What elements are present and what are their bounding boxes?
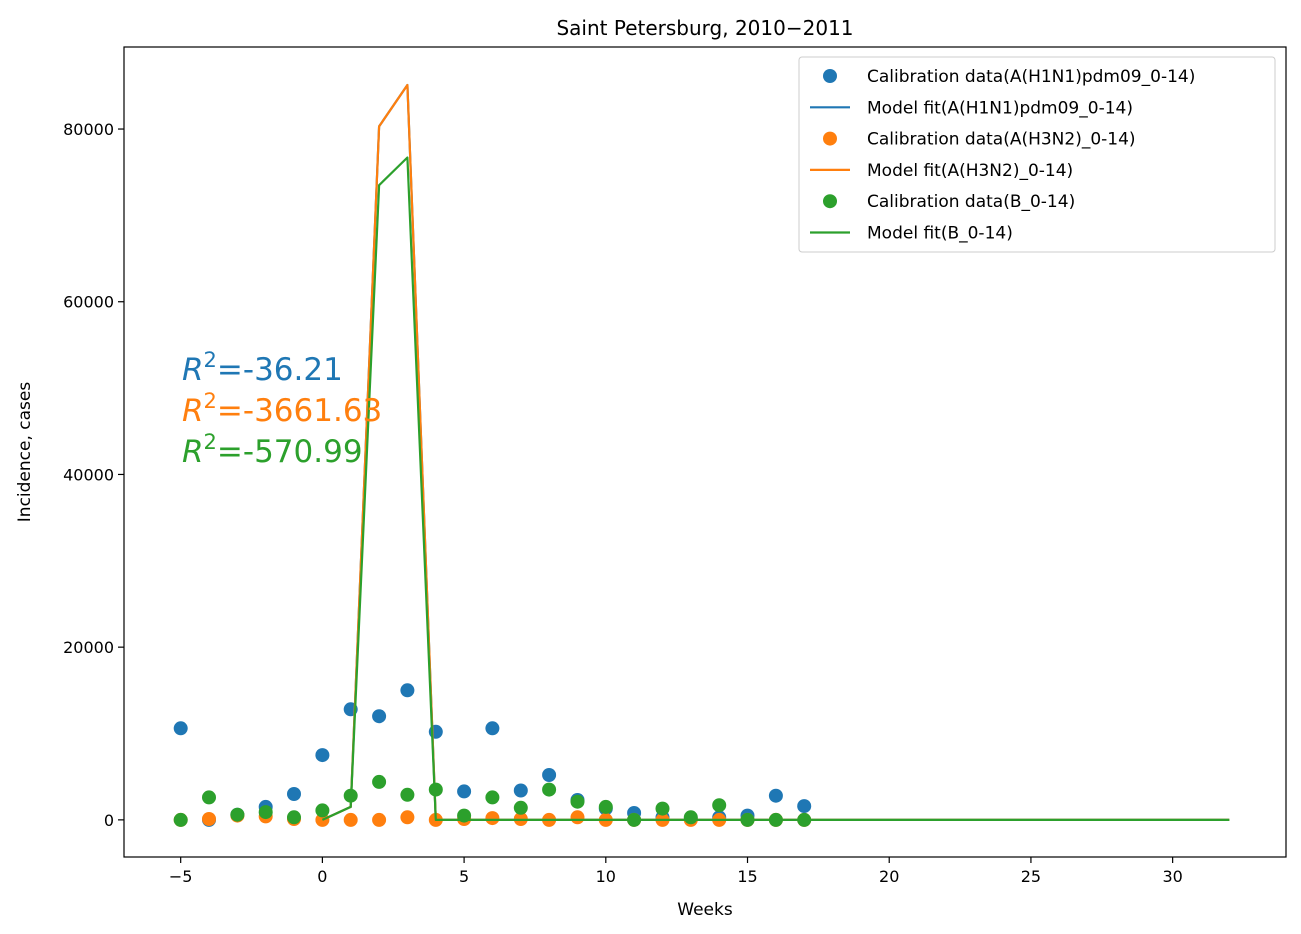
data-point	[287, 787, 301, 801]
chart-title: Saint Petersburg, 2010−2011	[556, 16, 853, 40]
legend-marker	[823, 69, 837, 83]
x-tick-label: 25	[1021, 867, 1041, 886]
x-tick-label: −5	[169, 867, 193, 886]
r-squared-symbol: R	[182, 352, 204, 388]
data-point	[230, 807, 245, 822]
data-point	[400, 810, 415, 825]
data-point	[315, 803, 330, 818]
y-tick-label: 60000	[63, 293, 114, 312]
data-point	[542, 782, 557, 797]
x-tick-label: 15	[737, 867, 757, 886]
data-point	[258, 805, 273, 820]
data-point	[570, 794, 585, 809]
r-squared-annotation: R2=-570.99	[182, 430, 363, 470]
data-point	[797, 799, 812, 814]
data-point	[683, 810, 698, 825]
data-point	[428, 782, 443, 797]
y-tick-label: 20000	[63, 638, 114, 657]
data-point	[315, 748, 330, 763]
data-point	[400, 787, 415, 802]
data-point	[513, 800, 528, 815]
legend-label: Model fit(A(H1N1)pdm09_0-14)	[867, 98, 1133, 118]
data-point	[485, 721, 500, 736]
data-point	[202, 812, 216, 826]
r-squared-annotation: R2=-36.21	[182, 348, 343, 388]
data-point	[768, 788, 783, 803]
data-point	[372, 774, 387, 789]
r-squared-exponent: 2	[204, 389, 217, 413]
series-line-5	[321, 156, 1230, 822]
data-point	[343, 812, 358, 827]
legend: Calibration data(A(H1N1)pdm09_0-14) Model…	[798, 56, 1276, 253]
x-tick-label: 20	[879, 867, 899, 886]
data-point	[372, 709, 387, 724]
data-point	[485, 811, 500, 826]
legend-marker	[823, 194, 837, 209]
y-axis: 0 20000 40000 60000 80000	[63, 120, 124, 830]
x-axis: −5 0 5 10 15 20 25 30	[169, 857, 1183, 886]
x-tick-label: 0	[317, 867, 327, 886]
data-point	[400, 683, 415, 698]
r-squared-value: =-570.99	[217, 434, 363, 470]
y-tick-label: 0	[104, 811, 114, 830]
y-tick-label: 80000	[63, 120, 114, 139]
legend-label: Calibration data(B_0-14)	[867, 192, 1075, 212]
r-squared-annotation: R2=-3661.63	[182, 389, 382, 429]
r-squared-symbol: R	[182, 393, 204, 429]
data-point	[655, 801, 670, 816]
legend-frame	[798, 56, 1276, 253]
legend-marker	[823, 131, 837, 146]
legend-label: Calibration data(A(H1N1)pdm09_0-14)	[867, 67, 1195, 87]
data-point	[202, 790, 216, 805]
data-point	[457, 784, 472, 799]
data-point	[598, 799, 613, 814]
y-tick-label: 40000	[63, 465, 114, 484]
plot-frame	[123, 46, 1287, 858]
r-squared-exponent: 2	[204, 348, 217, 372]
data-point	[287, 810, 301, 825]
r-squared-value: =-36.21	[217, 352, 343, 388]
data-point	[570, 810, 585, 825]
x-axis-label: Weeks	[677, 900, 733, 920]
x-tick-label: 10	[596, 867, 616, 886]
data-point	[712, 798, 727, 813]
r-squared-exponent: 2	[204, 430, 217, 454]
r-squared-symbol: R	[182, 434, 204, 470]
x-tick-label: 30	[1162, 867, 1182, 886]
legend-label: Model fit(A(H3N2)_0-14)	[867, 161, 1073, 181]
data-point	[372, 812, 387, 827]
data-point	[513, 783, 528, 798]
legend-label: Calibration data(A(H3N2)_0-14)	[867, 130, 1136, 150]
y-axis-label: Incidence, cases	[15, 382, 35, 523]
data-point	[542, 768, 557, 782]
data-point	[173, 812, 188, 827]
x-tick-label: 5	[459, 867, 469, 886]
r-squared-value: =-3661.63	[217, 393, 382, 429]
data-point	[485, 790, 500, 805]
plot-marks	[173, 83, 1230, 827]
data-point	[173, 721, 188, 736]
legend-label: Model fit(B_0-14)	[867, 224, 1013, 244]
